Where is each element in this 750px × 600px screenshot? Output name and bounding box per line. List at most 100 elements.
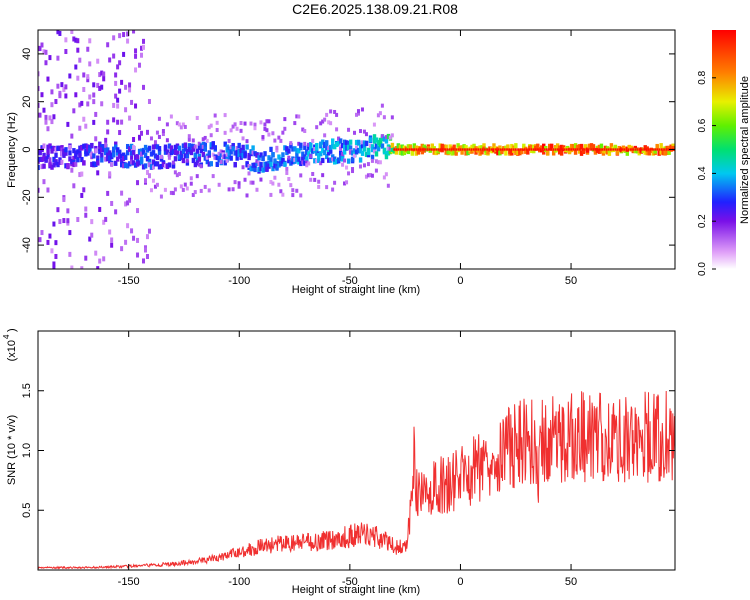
heatmap-cell bbox=[399, 148, 402, 151]
heatmap-cell bbox=[90, 232, 94, 238]
heatmap-cell bbox=[587, 148, 590, 151]
heatmap-cell bbox=[645, 150, 649, 156]
heatmap-cell bbox=[225, 144, 229, 150]
heatmap-cell bbox=[353, 153, 357, 158]
heatmap-cell bbox=[173, 149, 178, 155]
spectrogram-heatmap bbox=[38, 30, 675, 269]
heatmap-cell bbox=[64, 147, 68, 153]
heatmap-cell bbox=[54, 147, 58, 153]
heatmap-cell bbox=[98, 258, 102, 264]
heatmap-cell bbox=[167, 152, 171, 157]
heatmap-cell bbox=[430, 143, 434, 149]
colorbar-tick-label: 0.6 bbox=[697, 118, 708, 132]
heatmap-cell bbox=[124, 107, 128, 113]
heatmap-cell bbox=[273, 158, 277, 164]
heatmap-cell bbox=[297, 114, 301, 119]
heatmap-cell bbox=[157, 164, 162, 170]
heatmap-cell bbox=[94, 111, 98, 117]
heatmap-cell bbox=[185, 158, 189, 163]
heatmap-cell bbox=[307, 144, 311, 150]
heatmap-cell bbox=[72, 155, 76, 162]
heatmap-cell bbox=[114, 144, 118, 150]
heatmap-cell bbox=[480, 149, 484, 155]
heatmap-cell bbox=[207, 125, 211, 130]
heatmap-cell bbox=[167, 155, 171, 160]
heatmap-cell bbox=[305, 149, 309, 155]
y-tick-label: 20 bbox=[21, 96, 33, 108]
heatmap-cell bbox=[38, 156, 42, 162]
x-tick-label: -100 bbox=[228, 576, 250, 588]
heatmap-cell bbox=[524, 146, 528, 152]
heatmap-cell bbox=[607, 148, 610, 151]
heatmap-cell bbox=[526, 148, 528, 151]
heatmap-cell bbox=[102, 71, 106, 77]
heatmap-cell bbox=[537, 148, 539, 151]
heatmap-cell bbox=[251, 150, 255, 155]
heatmap-cell bbox=[94, 148, 98, 154]
heatmap-cell bbox=[301, 151, 305, 157]
heatmap-cell bbox=[543, 148, 546, 151]
heatmap-cell bbox=[213, 155, 217, 160]
heatmap-cell bbox=[100, 147, 104, 153]
heatmap-cell bbox=[98, 72, 102, 78]
heatmap-cell bbox=[271, 152, 275, 158]
heatmap-cell bbox=[460, 149, 464, 155]
heatmap-cell bbox=[56, 30, 60, 35]
heatmap-cell bbox=[126, 200, 130, 206]
heatmap-cell bbox=[92, 153, 96, 159]
heatmap-cell bbox=[376, 146, 381, 152]
heatmap-cell bbox=[80, 145, 84, 151]
heatmap-cell bbox=[287, 176, 291, 181]
heatmap-cell bbox=[155, 154, 160, 161]
heatmap-cell bbox=[659, 143, 663, 149]
heatmap-cell bbox=[542, 149, 546, 155]
heatmap-cell bbox=[667, 149, 671, 155]
heatmap-cell bbox=[669, 144, 673, 150]
heatmap-cell bbox=[58, 93, 62, 99]
heatmap-cell bbox=[341, 162, 345, 167]
heatmap-cell bbox=[64, 84, 68, 90]
heatmap-cell bbox=[455, 148, 458, 151]
heatmap-cell bbox=[125, 150, 130, 156]
heatmap-cell bbox=[579, 143, 584, 150]
y-tick-label: 1.5 bbox=[21, 383, 33, 398]
heatmap-cell bbox=[239, 128, 243, 133]
heatmap-cell bbox=[100, 144, 104, 150]
heatmap-cell bbox=[337, 136, 341, 141]
heatmap-cell bbox=[563, 147, 568, 153]
heatmap-cell bbox=[301, 160, 305, 165]
heatmap-cell bbox=[570, 148, 573, 151]
heatmap-cell bbox=[68, 230, 72, 236]
heatmap-cell bbox=[50, 248, 54, 254]
heatmap-cell bbox=[406, 144, 411, 150]
heatmap-cell bbox=[151, 150, 156, 156]
heatmap-cell bbox=[253, 162, 257, 168]
heatmap-cell bbox=[319, 121, 323, 126]
heatmap-cell bbox=[235, 146, 239, 151]
heatmap-cell bbox=[138, 134, 142, 140]
heatmap-cell bbox=[358, 148, 363, 154]
heatmap-cell bbox=[191, 192, 195, 197]
heatmap-cell bbox=[351, 167, 355, 172]
heatmap-cell bbox=[291, 156, 295, 162]
heatmap-cell bbox=[56, 83, 60, 89]
heatmap-cell bbox=[56, 145, 60, 152]
heatmap-cell bbox=[195, 148, 200, 154]
heatmap-cell bbox=[225, 152, 229, 157]
heatmap-cell bbox=[321, 139, 325, 145]
heatmap-cell bbox=[420, 149, 424, 155]
heatmap-cell bbox=[358, 157, 363, 163]
page-title: C2E6.2025.138.09.21.R08 bbox=[292, 1, 458, 17]
heatmap-cell bbox=[153, 140, 157, 145]
heatmap-cell bbox=[135, 154, 140, 160]
heatmap-cell bbox=[526, 149, 530, 155]
heatmap-cell bbox=[452, 144, 456, 150]
heatmap-cell bbox=[92, 99, 96, 105]
heatmap-cell bbox=[197, 156, 202, 162]
heatmap-cell bbox=[134, 53, 138, 59]
heatmap-cell bbox=[134, 103, 138, 109]
heatmap-cell bbox=[422, 148, 424, 151]
heatmap-cell bbox=[565, 148, 568, 151]
heatmap-cell bbox=[605, 148, 608, 151]
snr-axes: -150 -100 -50 0 50 0.5 1.0 1.5 bbox=[21, 331, 675, 588]
